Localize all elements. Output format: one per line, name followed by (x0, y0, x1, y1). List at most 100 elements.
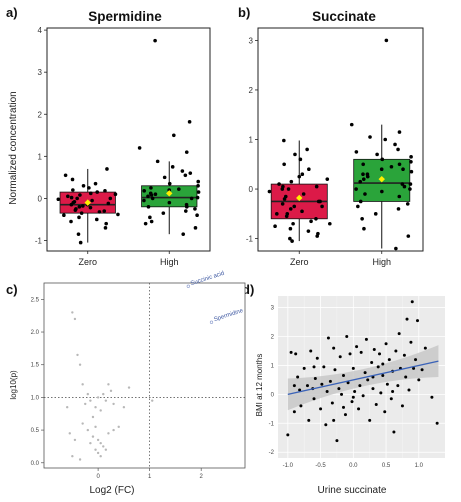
data-point (389, 164, 394, 169)
data-point (400, 182, 405, 186)
data-point (330, 401, 334, 405)
data-point (146, 205, 151, 209)
data-point (286, 187, 291, 191)
panel-label-a: a) (6, 5, 18, 20)
data-point (379, 391, 383, 395)
data-point (409, 340, 413, 344)
data-point (273, 224, 277, 229)
data-point (81, 422, 84, 425)
data-point (95, 190, 100, 194)
data-point (400, 404, 404, 408)
data-point (338, 355, 342, 359)
data-point (94, 406, 97, 409)
data-point (184, 150, 189, 154)
data-point (104, 448, 108, 451)
data-point (379, 167, 384, 172)
data-point (410, 300, 414, 304)
data-point (106, 201, 111, 206)
data-point (361, 394, 365, 398)
y-tick-label: 2 (38, 110, 43, 119)
data-point (372, 348, 376, 352)
data-point (71, 311, 74, 314)
data-point (193, 226, 198, 230)
data-point (345, 335, 349, 338)
data-point (109, 389, 113, 393)
data-point (142, 189, 146, 193)
data-point (89, 399, 92, 402)
data-point (297, 174, 302, 179)
x-tick-label: High (160, 257, 179, 267)
data-point (142, 198, 146, 203)
data-point (430, 395, 434, 399)
data-point (282, 162, 286, 167)
data-point (351, 395, 355, 399)
data-point (361, 162, 365, 167)
data-point (366, 378, 370, 382)
data-point (81, 383, 84, 386)
x-axis-label-d: Urine succinate (318, 485, 387, 496)
data-point (402, 353, 406, 357)
data-point (103, 226, 108, 230)
y-tick-label: 3 (38, 68, 43, 77)
data-point (384, 342, 388, 346)
data-point (76, 232, 81, 236)
data-point (275, 212, 279, 216)
data-point (373, 212, 378, 216)
data-point (389, 397, 393, 401)
data-point (397, 194, 402, 199)
chart-title-a: Spermidine (88, 9, 162, 24)
data-point (328, 221, 332, 226)
data-point (307, 418, 311, 422)
data-point (99, 455, 102, 458)
data-point (286, 433, 290, 437)
data-point (396, 384, 400, 388)
data-point (103, 189, 107, 193)
data-point (408, 187, 412, 191)
succinate-boxplot: -1 0 1 2 3 Zero High (246, 27, 424, 267)
plot-frame (43, 282, 246, 469)
data-point (420, 368, 424, 372)
data-point (96, 438, 100, 442)
data-point (414, 358, 418, 362)
y-tick-label: 0 (271, 392, 275, 398)
data-point (405, 202, 410, 206)
data-point (153, 38, 157, 43)
data-point (291, 221, 295, 226)
data-point (363, 371, 367, 375)
data-point (90, 198, 94, 203)
spermidine-boxplot: -1 0 1 2 3 4 Zero High (35, 26, 211, 267)
x-axis-label-c: Log2 (FC) (89, 485, 134, 496)
data-point (290, 239, 294, 243)
data-point (299, 404, 303, 408)
data-point (380, 189, 384, 194)
data-point (409, 160, 413, 164)
data-point (292, 204, 297, 209)
data-point (167, 188, 171, 192)
y-tick-label: -1 (269, 421, 275, 427)
data-point (155, 159, 160, 164)
x-tick-label: 0.0 (349, 463, 358, 469)
data-point (88, 205, 93, 210)
data-point (93, 181, 98, 186)
x-tick-label: High (372, 257, 391, 267)
data-point (322, 365, 326, 369)
data-point (143, 221, 148, 226)
data-point (376, 365, 380, 369)
data-point (116, 212, 120, 217)
data-point (298, 388, 302, 392)
data-point (319, 407, 323, 411)
highlighted-point (209, 320, 214, 324)
data-point (332, 346, 336, 350)
mean-marker (296, 194, 303, 202)
data-point (87, 186, 91, 190)
y-tick-label: 1.5 (31, 363, 40, 369)
data-point (417, 378, 421, 382)
data-point (368, 135, 372, 139)
y-tick-label: 3 (249, 36, 254, 45)
data-point (314, 184, 319, 189)
data-point (196, 190, 201, 194)
y-tick-label: -2 (269, 450, 275, 456)
data-point (368, 418, 372, 422)
data-point (316, 199, 321, 204)
